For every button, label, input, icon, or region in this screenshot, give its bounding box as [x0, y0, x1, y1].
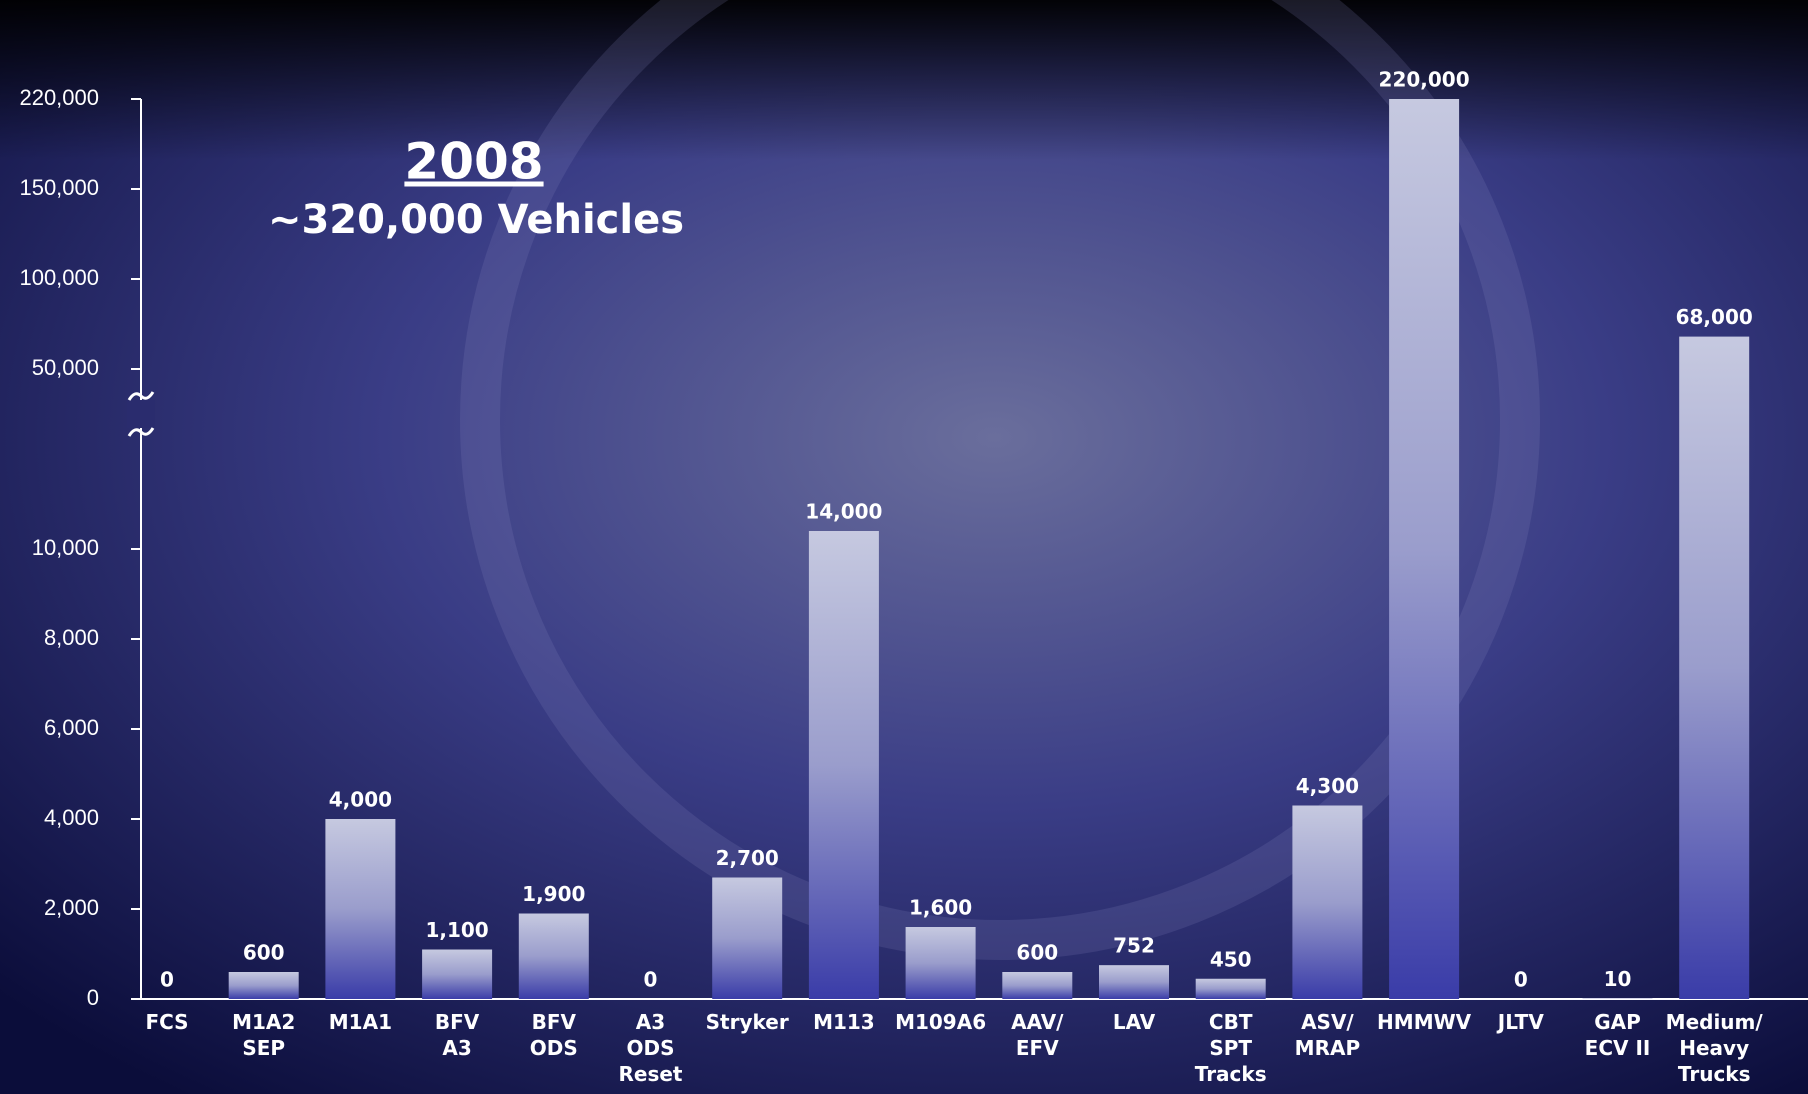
- x-tick-label: AAV/EFV: [1011, 1010, 1064, 1060]
- data-label: 10: [1604, 967, 1632, 991]
- data-label: 14,000: [805, 500, 882, 524]
- background-ring: [460, 0, 1540, 960]
- bar: [1099, 965, 1169, 999]
- data-label: 0: [1514, 968, 1528, 992]
- axis-break: [127, 427, 155, 437]
- axis-break-gap: [127, 400, 155, 428]
- y-tick-label: 2,000: [44, 895, 99, 920]
- bar: [905, 927, 976, 999]
- data-label: 0: [160, 968, 174, 992]
- bar: [518, 913, 589, 999]
- x-tick-label: FCS: [145, 1010, 188, 1034]
- bar: [1679, 336, 1750, 1000]
- data-label: 752: [1113, 934, 1155, 958]
- x-tick-label: HMMWV: [1377, 1010, 1472, 1034]
- data-label: 1,100: [425, 918, 488, 942]
- data-label: 600: [243, 941, 285, 965]
- data-label: 1,900: [522, 882, 585, 906]
- chart-subtitle: ~320,000 Vehicles: [268, 197, 684, 243]
- bar: [1195, 978, 1266, 999]
- x-tick-label: BFV A3: [435, 1010, 480, 1060]
- x-tick-label: CBT SPT Tracks: [1195, 1010, 1267, 1086]
- data-label: 600: [1016, 941, 1058, 965]
- data-label: 220,000: [1379, 68, 1470, 92]
- x-tick-label: ASV/MRAP: [1295, 1010, 1360, 1060]
- x-tick-label: A3 ODS Reset: [619, 1010, 683, 1086]
- bar: [228, 972, 299, 999]
- y-tick-label: 6,000: [44, 715, 99, 740]
- chart-title: 2008: [404, 133, 543, 191]
- axis-break: [127, 391, 155, 401]
- background-shade: [0, 0, 1808, 160]
- x-tick-label: JLTV: [1496, 1010, 1545, 1034]
- bar: [1002, 972, 1073, 999]
- data-label: 450: [1210, 947, 1252, 971]
- data-label: 0: [644, 968, 658, 992]
- x-tick-label: LAV: [1113, 1010, 1156, 1034]
- bar: [1389, 99, 1460, 999]
- data-label: 4,300: [1296, 774, 1359, 798]
- bar: [325, 819, 396, 999]
- x-tick-label: M1A1: [329, 1010, 392, 1034]
- x-tick-label: M1A2 SEP: [232, 1010, 295, 1060]
- bar: [808, 531, 879, 999]
- x-tick-label: BFV ODS: [530, 1010, 578, 1060]
- y-tick-label: 150,000: [19, 175, 99, 200]
- y-tick-label: 220,000: [19, 85, 99, 110]
- bar: [1292, 805, 1363, 999]
- x-tick-label: M113: [813, 1010, 875, 1034]
- data-label: 68,000: [1676, 305, 1753, 329]
- y-tick-label: 100,000: [19, 265, 99, 290]
- bar: [712, 877, 783, 999]
- data-label: 1,600: [909, 896, 972, 920]
- data-label: 2,700: [716, 846, 779, 870]
- data-label: 4,000: [329, 788, 392, 812]
- x-tick-label: GAP ECV II: [1585, 1010, 1651, 1060]
- x-tick-label: Medium/Heavy Trucks: [1666, 1010, 1764, 1086]
- y-tick-label: 8,000: [44, 625, 99, 650]
- x-tick-label: Stryker: [706, 1010, 789, 1034]
- y-tick-label: 0: [87, 985, 99, 1010]
- bar: [422, 949, 493, 999]
- y-tick-label: 4,000: [44, 805, 99, 830]
- x-tick-label: M109A6: [895, 1010, 986, 1034]
- y-tick-label: 10,000: [32, 535, 99, 560]
- y-tick-label: 50,000: [32, 355, 99, 380]
